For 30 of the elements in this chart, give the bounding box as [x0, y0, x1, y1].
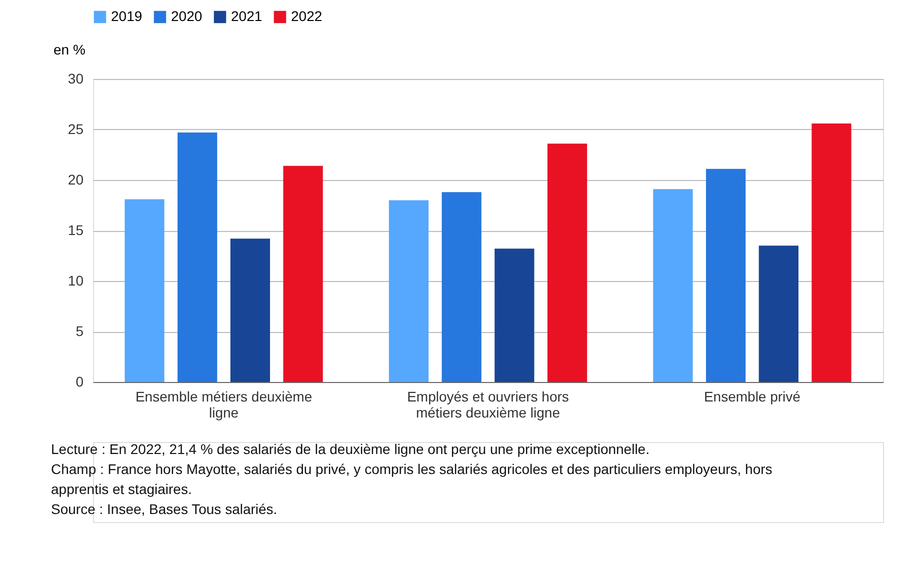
bar [178, 132, 218, 382]
bar [230, 238, 270, 382]
x-tick-label: Ensemble métiers deuxième ligne [135, 388, 312, 420]
bar [653, 189, 693, 382]
y-tick-label: 30 [68, 70, 84, 86]
bar [283, 166, 323, 382]
y-tick-label: 15 [68, 222, 84, 238]
text: Champ : France hors Mayotte, salariés du privé, y compris les salariés agricoles et des particuliers employeurs, hors apprentis et stagiaires. [51, 461, 772, 497]
legend-label: 2022 [291, 8, 322, 24]
bar [494, 248, 534, 382]
text: Lecture : En 2022, 21,4 % des salariés de la deuxième ligne ont perçu une prime exceptionnelle. [51, 441, 650, 457]
y-axis-title: en % [54, 42, 86, 58]
bar [706, 168, 746, 382]
y-tick-label: 0 [76, 374, 84, 390]
bar [812, 123, 852, 382]
bar [388, 200, 429, 382]
legend-label: 2021 [231, 8, 262, 24]
bar [547, 144, 588, 382]
x-tick-label: Ensemble privé [704, 388, 801, 404]
legend-label: 2019 [111, 8, 142, 24]
bar [124, 199, 164, 382]
bar [442, 192, 482, 382]
x-tick-label: Employés et ouvriers hors métiers deuxième ligne [407, 388, 569, 420]
source-note: Source : Insee, Bases Tous salariés. [51, 501, 278, 517]
bar [758, 246, 798, 382]
y-tick-label: 25 [68, 121, 84, 137]
y-tick-label: 5 [76, 323, 84, 339]
legend-label: 2020 [171, 8, 202, 24]
y-tick-label: 20 [68, 172, 84, 188]
y-tick-label: 10 [68, 272, 84, 288]
